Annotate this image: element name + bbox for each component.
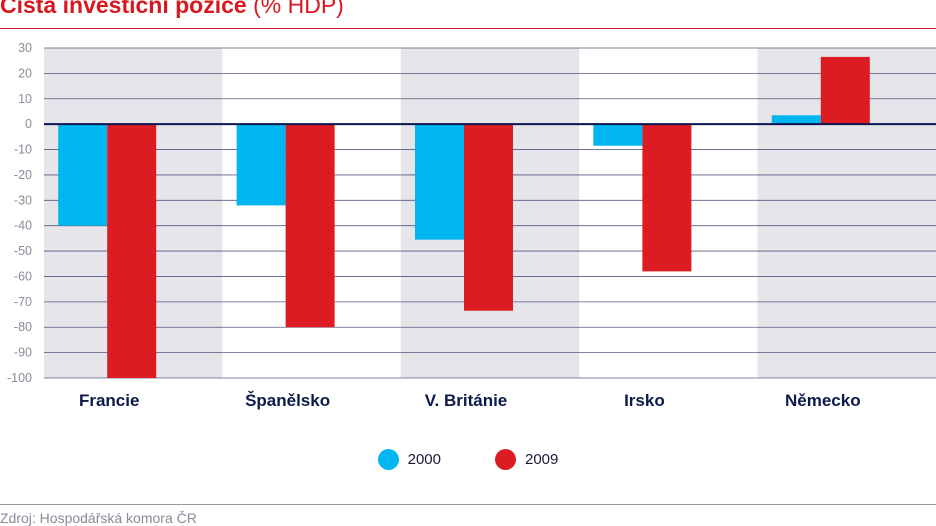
footer-divider	[0, 504, 936, 505]
y-tick-label: -100	[7, 371, 32, 385]
y-tick-label: -80	[14, 320, 32, 334]
legend-item-2009: 2009	[495, 448, 559, 470]
bar-spanelsko-2000	[236, 124, 286, 206]
y-tick-label: -10	[14, 143, 32, 157]
category-label-irsko: Irsko	[624, 391, 665, 410]
y-tick-label: 10	[18, 92, 32, 106]
y-tick-label: -30	[14, 193, 32, 207]
bar-francie-2000	[58, 124, 108, 226]
y-tick-label: -60	[14, 269, 32, 283]
legend-swatch-2000	[377, 448, 399, 470]
chart-title: Čistá investiční pozice (% HDP)	[0, 0, 344, 20]
bar-v-britanie-2000	[415, 124, 464, 240]
y-tick-label: 30	[18, 41, 32, 55]
title-divider	[0, 28, 936, 29]
legend-item-2000: 2000	[377, 448, 441, 470]
legend: 2000 2009	[0, 447, 936, 471]
category-label-v-britanie: V. Británie	[425, 391, 508, 410]
y-tick-label: 20	[18, 66, 32, 80]
chart-title-unit: (% HDP)	[253, 0, 344, 18]
bar-v-britanie-2009	[464, 124, 513, 311]
bar-spanelsko-2009	[285, 124, 335, 328]
legend-label-2000: 2000	[407, 450, 441, 468]
bar-nemecko-2000	[771, 115, 821, 125]
legend-label-2009: 2009	[525, 450, 559, 468]
bar-nemecko-2009	[820, 56, 870, 125]
category-label-nemecko: Německo	[785, 391, 861, 410]
bar-chart: 30 20 10 0 -10 -20 -30 -40 -50 -60 -70 -80 -90 -100 Fr…	[7, 41, 936, 410]
legend-swatch-2009	[495, 448, 516, 470]
y-tick-label: -40	[14, 219, 32, 233]
category-label-francie: Francie	[79, 391, 139, 410]
y-tick-label: -90	[14, 346, 32, 360]
y-tick-label: -70	[14, 295, 32, 309]
category-label-spanelsko: Španělsko	[245, 391, 330, 410]
bar-irsko-2009	[642, 124, 692, 272]
y-tick-label: -50	[14, 244, 32, 258]
chart-title-main: Čistá investiční pozice	[0, 0, 247, 18]
bar-francie-2009	[107, 124, 157, 379]
y-tick-label: 0	[25, 117, 32, 131]
bar-irsko-2000	[593, 124, 643, 146]
y-tick-label: -20	[14, 168, 32, 182]
source-note: Zdroj: Hospodářská komora ČR	[0, 510, 197, 526]
